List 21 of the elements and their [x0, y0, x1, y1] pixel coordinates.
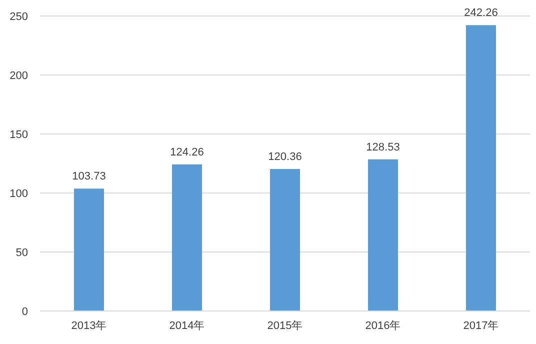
bar [270, 168, 300, 311]
bar [466, 25, 496, 311]
bar [368, 159, 398, 311]
data-label: 128.53 [366, 141, 400, 154]
data-label: 242.26 [464, 7, 498, 20]
bar [74, 188, 104, 311]
bar [172, 164, 202, 311]
x-tick-label: 2016年 [365, 320, 401, 332]
y-tick-label: 100 [10, 188, 28, 200]
y-tick-label: 150 [10, 129, 28, 141]
y-tick-label: 0 [22, 306, 28, 318]
y-tick-label: 200 [10, 70, 28, 82]
x-tick-label: 2014年 [169, 320, 205, 332]
y-tick-label: 250 [10, 11, 28, 23]
y-tick-label: 50 [16, 247, 28, 259]
data-label: 124.26 [170, 146, 204, 158]
data-label: 103.73 [72, 170, 106, 183]
x-tick-label: 2013年 [71, 320, 107, 332]
x-tick-label: 2017年 [463, 320, 499, 332]
data-label: 120.36 [268, 150, 302, 163]
x-tick-label: 2015年 [267, 320, 303, 332]
